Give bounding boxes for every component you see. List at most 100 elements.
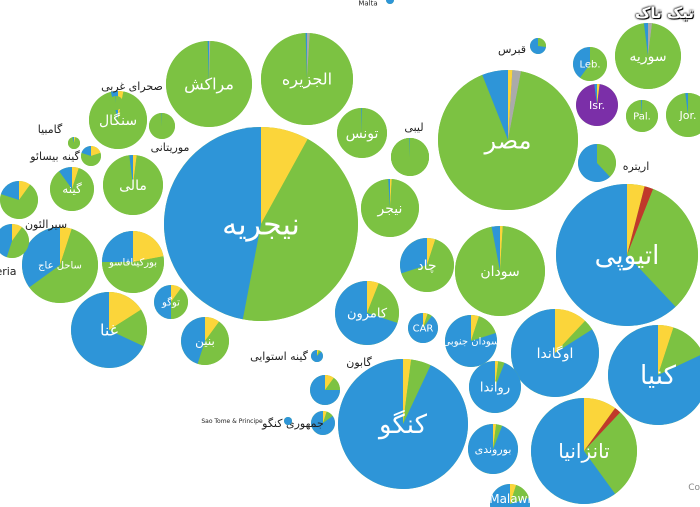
bubble-18-label: چاد <box>417 258 436 274</box>
bubble-12-slice-blue <box>334 281 398 345</box>
bubble-9-slice-yellow <box>555 309 586 353</box>
bubble-0: نیجریه <box>164 127 358 321</box>
bubble-18-slice-blue <box>400 238 427 274</box>
bubble-37-slice-green <box>148 113 175 139</box>
bubble-3-slice-green <box>403 359 431 424</box>
bubble-7-slice-blue <box>207 41 209 84</box>
bubble-30-slice-blue <box>640 100 642 116</box>
bubble-9-slice-green <box>555 320 593 353</box>
bubble-46-label: Malta <box>358 0 377 7</box>
bubble-20-slice-blue <box>643 23 648 56</box>
bubble-3: کنگو <box>338 359 468 490</box>
bubble-40-slice-green <box>0 184 38 219</box>
bubble-25-label: سودان جنوبی <box>443 337 500 348</box>
bubble-11: ساحل عاج <box>22 227 99 303</box>
bubble-1-slice-gray <box>508 70 522 140</box>
bubble-21-slice-yellow <box>495 361 499 387</box>
bubble-8-slice-yellow <box>500 226 503 271</box>
bubble-5: تانزانیا <box>531 398 637 504</box>
bubble-43-slice-green <box>325 377 340 390</box>
bubble-0-slice-yellow <box>261 127 308 224</box>
bubble-32-slice-green <box>510 484 530 504</box>
bubble-39: گینه بیسائو <box>29 146 101 167</box>
bubble-4-label: کنیا <box>640 361 677 391</box>
bubble-4: کنیا <box>608 325 700 425</box>
bubble-30-label: Pal. <box>633 112 651 123</box>
bubble-25-slice-green <box>471 316 496 341</box>
bubble-2-slice-blue <box>556 184 676 327</box>
bubble-42-label: گینه استوایی <box>250 350 309 363</box>
bubble-15-label: نیجر <box>377 201 403 217</box>
bubble-38-label: گامبیا <box>38 123 63 136</box>
bubble-12-slice-green <box>367 283 399 323</box>
bubble-34-slice-blue <box>578 144 611 183</box>
bubble-17-slice-green <box>50 168 95 211</box>
bubble-40-label: سیرالئون <box>25 218 67 231</box>
bubble-24-slice-blue <box>154 285 171 319</box>
bubble-43-slice-blue <box>310 375 340 405</box>
bubble-22-slice-yellow <box>493 424 497 449</box>
bubble-13-slice-yellow <box>133 231 164 262</box>
bubble-45-label: Sao Tome & Principe <box>201 418 263 425</box>
bubble-41-slice-yellow <box>12 224 22 241</box>
bubble-39-slice-yellow <box>91 146 101 156</box>
bubble-11-slice-yellow <box>60 227 72 265</box>
bubble-35-slice-green <box>538 38 546 48</box>
bubble-32-label: Malawi <box>489 492 531 506</box>
bubble-5-slice-blue <box>531 398 616 504</box>
bubble-29-slice-blue <box>594 84 597 105</box>
bubble-12-slice-yellow <box>367 281 379 313</box>
bubble-37-label: موریتانی <box>151 141 190 154</box>
bubble-19-slice-green <box>337 108 388 159</box>
bubble-46-slice-blue <box>386 0 394 4</box>
bubble-2-slice-green <box>627 188 698 307</box>
bubble-29-label: Isr. <box>589 99 605 112</box>
bubble-7: مراکش <box>165 41 252 128</box>
bubble-2: اتیوپی <box>556 184 698 327</box>
bubble-15-slice-yellow <box>390 179 392 208</box>
bubble-9-slice-blue <box>511 309 599 398</box>
bubble-44: جمهوری کنگو <box>261 411 335 435</box>
bubble-36-slice-green <box>108 96 123 111</box>
bubble-25-slice-yellow <box>471 315 480 341</box>
bubble-31: Leb. <box>572 47 607 81</box>
bubble-6: الجزیره <box>260 33 354 125</box>
bubble-9-label: اوگاندا <box>537 345 574 362</box>
bubble-26-slice-blue <box>408 313 438 343</box>
bubble-16: سنگال <box>88 90 147 149</box>
bubble-45-slice-blue <box>284 417 292 425</box>
bubble-38-slice-green <box>68 137 81 150</box>
bubble-44-slice-blue <box>311 411 335 435</box>
bubble-17: گینه <box>50 167 95 211</box>
bubble-11-label: ساحل عاج <box>38 261 82 272</box>
bubble-33-label: لیبی <box>404 121 423 134</box>
bubble-10-slice-green <box>109 309 147 347</box>
bubble-21-slice-blue <box>469 361 521 413</box>
bubble-31-slice-blue <box>572 47 590 78</box>
bubble-22: بوروندی <box>467 424 518 474</box>
bubble-5-slice-red <box>584 408 621 451</box>
bubble-26: CAR <box>408 313 438 343</box>
bubble-0-slice-green <box>242 138 358 321</box>
bubble-5-slice-green <box>584 412 637 494</box>
bubble-11-slice-green <box>29 228 99 303</box>
bubble-32-slice-blue <box>490 484 530 507</box>
bubble-0-slice-blue <box>164 127 261 320</box>
bubble-44-slice-yellow <box>323 411 327 423</box>
bubble-20-slice-green <box>615 23 682 90</box>
bubble-32-slice-yellow <box>510 484 517 504</box>
bubble-37: موریتانی <box>148 113 190 154</box>
bubble-27-slice-blue <box>685 93 688 115</box>
bubble-38-slice-blue <box>72 137 74 143</box>
bubble-6-slice-green <box>260 33 354 125</box>
bubble-8-slice-blue <box>491 226 500 271</box>
bubble-40-slice-blue <box>0 181 20 200</box>
bubble-17-slice-blue <box>59 167 72 189</box>
bubble-19-slice-blue <box>361 108 362 133</box>
bubble-27-label: Jor. <box>679 109 697 122</box>
bubble-14-slice-blue <box>129 155 133 185</box>
bubble-3-slice-blue <box>338 359 468 490</box>
bubble-41-label: eria <box>0 265 17 278</box>
bubble-26-slice-yellow <box>423 313 428 328</box>
bubble-2-slice-yellow <box>627 184 645 255</box>
